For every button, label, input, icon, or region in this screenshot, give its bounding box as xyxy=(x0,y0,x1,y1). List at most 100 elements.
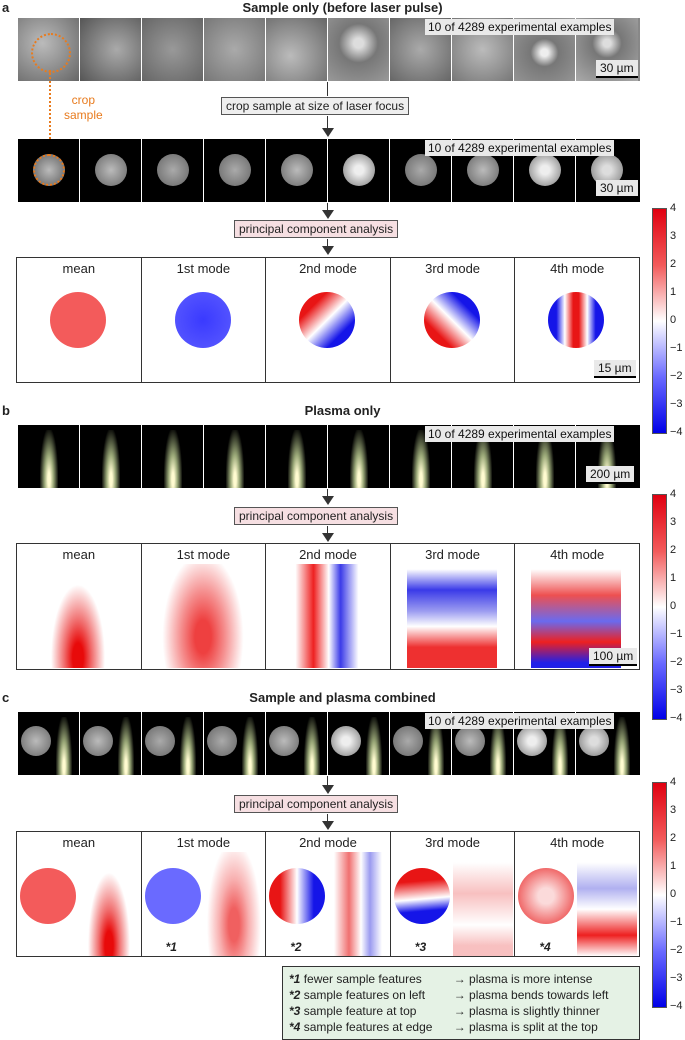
combined-thumb xyxy=(18,712,80,775)
arrow xyxy=(327,526,328,535)
tick: 3 xyxy=(670,230,677,242)
arrowhead xyxy=(322,210,334,219)
tick: −2 xyxy=(670,944,683,956)
star-label: *3 xyxy=(414,940,427,954)
mode-title: 4th mode xyxy=(550,261,605,276)
tick: −4 xyxy=(670,426,683,438)
mode-title: 3rd mode xyxy=(425,835,481,850)
tick: 1 xyxy=(670,286,677,298)
mode-4: 4th mode *4 xyxy=(515,832,639,956)
legend-key: *3 xyxy=(289,1004,301,1018)
plasma-thumb xyxy=(80,425,142,488)
tick: 1 xyxy=(670,572,677,584)
legend-key: *2 xyxy=(289,988,301,1002)
arrowhead xyxy=(322,496,334,505)
legend-right: → plasma is more intense xyxy=(453,972,593,986)
mode-2: 2nd mode xyxy=(266,544,391,669)
tick: 3 xyxy=(670,804,677,816)
tick: 4 xyxy=(670,202,677,214)
mode-title: 1st mode xyxy=(176,835,231,850)
plasma-thumb xyxy=(266,425,328,488)
arrow xyxy=(327,116,328,129)
legend-right: → plasma is slightly thinner xyxy=(453,1004,600,1018)
legend-key: *4 xyxy=(289,1020,301,1034)
legend-right: → plasma is split at the top xyxy=(453,1020,598,1034)
panel-c-letter: c xyxy=(2,690,10,705)
colorbar-c xyxy=(652,782,667,1008)
plasma-thumb xyxy=(452,425,514,488)
tick: 3 xyxy=(670,516,677,528)
crop-side-label: crop sample xyxy=(64,93,103,123)
arrow xyxy=(327,776,328,788)
colorbar-ticks-c: 4 3 2 1 0 −1 −2 −3 −4 xyxy=(670,776,683,1012)
tick: −1 xyxy=(670,628,683,640)
scale-bar-label: 15 µm xyxy=(594,360,636,378)
sample-thumb xyxy=(328,18,390,81)
arrow xyxy=(327,203,328,213)
plasma-thumb xyxy=(142,425,204,488)
colorbar-b xyxy=(652,494,667,720)
panel-a-title: Sample only (before laser pulse) xyxy=(242,0,443,15)
tick: 4 xyxy=(670,488,677,500)
examples-tag: 10 of 4289 experimental examples xyxy=(425,19,615,35)
panel-b-letter: b xyxy=(2,403,10,418)
tick: −3 xyxy=(670,972,683,984)
legend-row: *3 sample feature at top → plasma is slig… xyxy=(289,1003,633,1019)
mode-2: 2nd mode xyxy=(266,258,391,382)
combined-thumb xyxy=(80,712,142,775)
scale-bar-label: 30 µm xyxy=(596,180,638,198)
combined-thumb xyxy=(514,712,576,775)
arrowhead xyxy=(322,246,334,255)
crop-side-label-2: sample xyxy=(64,108,103,122)
legend-right: → plasma bends towards left xyxy=(453,988,609,1002)
effects-legend: *1 fewer sample features → plasma is more… xyxy=(282,966,640,1040)
cropped-thumb xyxy=(328,139,390,202)
plasma-thumb xyxy=(514,425,576,488)
arrowhead xyxy=(322,533,334,542)
tick: 2 xyxy=(670,258,677,270)
mode-1: 1st mode xyxy=(142,544,267,669)
tick: 0 xyxy=(670,888,677,900)
examples-tag: 10 of 4289 experimental examples xyxy=(425,713,615,729)
cropped-thumb xyxy=(514,139,576,202)
tick: 0 xyxy=(670,314,677,326)
legend-row: *1 fewer sample features → plasma is more… xyxy=(289,971,633,987)
tick: −3 xyxy=(670,398,683,410)
arrow xyxy=(327,82,328,96)
colorbar-ticks-b: 4 3 2 1 0 −1 −2 −3 −4 xyxy=(670,488,683,724)
tick: −3 xyxy=(670,684,683,696)
tick: −1 xyxy=(670,342,683,354)
mode-3: 3rd mode *3 xyxy=(391,832,516,956)
tick: −2 xyxy=(670,656,683,668)
combined-thumb xyxy=(576,712,638,775)
crop-side-label-1: crop xyxy=(71,93,96,107)
arrow xyxy=(327,239,328,248)
modes-b: mean 1st mode 2nd mode 3rd mode 4th mode xyxy=(16,543,640,670)
scale-bar-label: 200 µm xyxy=(586,466,635,484)
modes-a: mean 1st mode 2nd mode 3rd mode 4th mode xyxy=(16,257,640,383)
arrow xyxy=(327,814,328,823)
mode-3: 3rd mode xyxy=(391,544,516,669)
colorbar-a xyxy=(652,208,667,434)
plasma-thumb xyxy=(390,425,452,488)
pca-label: principal component analysis xyxy=(234,507,399,525)
cropped-thumb xyxy=(204,139,266,202)
mode-1: 1st mode xyxy=(142,258,267,382)
legend-row: *4 sample features at edge → plasma is sp… xyxy=(289,1019,633,1035)
plasma-thumb xyxy=(204,425,266,488)
mode-1: 1st mode *1 xyxy=(142,832,267,956)
panel-c-title: Sample and plasma combined xyxy=(249,690,436,705)
tick: −2 xyxy=(670,370,683,382)
modes-c: mean 1st mode *1 2nd mode *2 3rd mode *3… xyxy=(16,831,640,957)
colorbar-ticks-a: 4 3 2 1 0 −1 −2 −3 −4 xyxy=(670,202,683,438)
crop-step-label: crop sample at size of laser focus xyxy=(221,97,410,115)
sample-thumb xyxy=(266,18,328,81)
combined-thumb xyxy=(328,712,390,775)
legend-left: sample features at edge xyxy=(303,1020,433,1034)
pca-label: principal component analysis xyxy=(234,220,399,238)
star-label: *4 xyxy=(539,940,551,954)
mode-title: mean xyxy=(62,261,96,276)
mode-title: mean xyxy=(62,835,96,850)
mode-title: 1st mode xyxy=(176,261,231,276)
mode-mean: mean xyxy=(17,544,142,669)
